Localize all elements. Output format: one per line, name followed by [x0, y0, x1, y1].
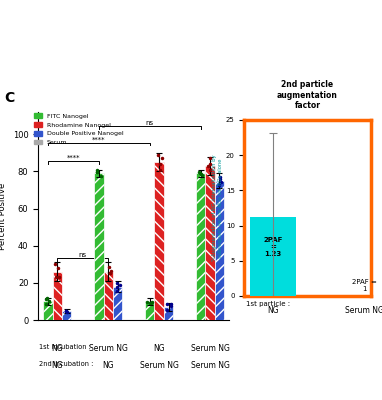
- Bar: [215, 181, 224, 320]
- Text: 2nd incubation :: 2nd incubation :: [39, 361, 94, 367]
- Bar: [43, 302, 53, 320]
- Bar: [104, 272, 113, 320]
- Text: NG: NG: [52, 361, 63, 370]
- Text: NG: NG: [153, 344, 165, 353]
- Text: 1st incubation :: 1st incubation :: [39, 344, 91, 350]
- Bar: [113, 286, 122, 320]
- Text: Serum NG: Serum NG: [89, 344, 128, 353]
- Text: ns: ns: [146, 120, 154, 126]
- Text: Serum NG: Serum NG: [191, 344, 230, 353]
- Y-axis label: %Augmentation of NG internalization by
subsequent serum-NGs vs. NGs alone: %Augmentation of NG internalization by s…: [212, 155, 223, 261]
- Text: 2nd particle
augmentation
factor: 2nd particle augmentation factor: [277, 80, 338, 110]
- Bar: [206, 166, 215, 320]
- Text: 2PAF =
1: 2PAF = 1: [352, 280, 377, 292]
- Text: Serum NG: Serum NG: [191, 361, 230, 370]
- Bar: [94, 173, 104, 320]
- Text: ****: ****: [92, 137, 106, 143]
- Y-axis label: Percent Positive: Percent Positive: [0, 182, 7, 250]
- Text: ns: ns: [79, 252, 87, 258]
- Text: C: C: [4, 91, 14, 105]
- Bar: [53, 272, 62, 320]
- Text: NG: NG: [102, 361, 114, 370]
- Text: Serum NG: Serum NG: [140, 361, 179, 370]
- Bar: [164, 307, 173, 320]
- Text: 2PAF
=
1.23: 2PAF = 1.23: [264, 237, 283, 257]
- Legend: FITC Nanogel, Rhodamine Nanogel, Double Positive Nanogel, Serum: FITC Nanogel, Rhodamine Nanogel, Double …: [32, 111, 126, 148]
- Bar: [145, 302, 154, 320]
- Bar: [250, 217, 296, 296]
- Text: NG: NG: [52, 344, 63, 353]
- Text: ****: ****: [67, 155, 80, 161]
- Bar: [154, 162, 164, 320]
- Text: 1st particle :: 1st particle :: [246, 301, 291, 307]
- Bar: [62, 311, 71, 320]
- Bar: [196, 173, 206, 320]
